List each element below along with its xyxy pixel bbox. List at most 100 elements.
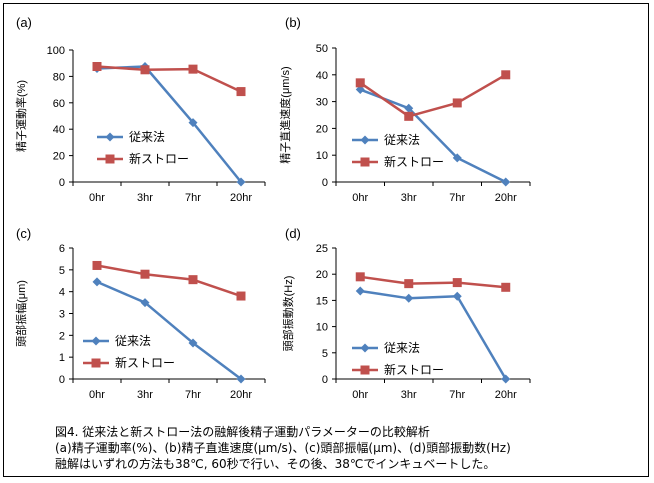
series-1-point (236, 177, 246, 187)
y-tick-label: 15 (316, 295, 328, 307)
y-tick-label: 20 (316, 123, 328, 135)
series-1-point (188, 338, 198, 348)
series-2-point (501, 282, 511, 292)
legend-marker-1 (91, 336, 101, 346)
legend-label-1: 従来法 (115, 334, 151, 348)
panel-label: (b) (285, 15, 301, 30)
caption-legend: (a)精子運動率(%)、(b)精子直進速度(μm/s)、(c)頭部振幅(μm)、… (55, 441, 511, 455)
y-axis-label: 頭部振幅(μm) (14, 280, 28, 347)
y-tick-label: 25 (316, 243, 328, 255)
series-2-point (452, 98, 462, 108)
y-tick-label: 40 (53, 124, 65, 136)
series-2-point (501, 70, 511, 80)
x-tick-label: 7hr (449, 192, 465, 204)
y-tick-label: 60 (53, 98, 65, 110)
legend-label-2: 新ストロー (129, 151, 189, 166)
y-axis-label: 精子直進速度(μm/s) (278, 66, 292, 163)
series-line-2 (96, 65, 242, 93)
y-tick-label: 100 (47, 45, 65, 57)
legend-marker-2 (360, 365, 370, 375)
series-line-1 (360, 289, 507, 380)
series-1-point (188, 118, 198, 128)
series-line-1 (96, 280, 242, 380)
legend-label-1: 従来法 (384, 341, 420, 355)
series-2-point (452, 278, 462, 288)
series-1-point (92, 277, 102, 287)
x-tick-label: 7hr (185, 389, 201, 401)
x-tick-label: 3hr (401, 389, 417, 401)
y-tick-label: 50 (316, 43, 328, 55)
series-1-point (355, 286, 365, 296)
legend-marker-2 (91, 358, 101, 368)
series-1-point (452, 291, 462, 301)
y-tick-label: 0 (322, 177, 328, 189)
panel-label: (d) (285, 226, 301, 241)
y-tick-label: 10 (316, 322, 328, 334)
legend-label-2: 新ストロー (384, 362, 444, 377)
series-2-point (355, 272, 365, 282)
x-tick-label: 3hr (401, 192, 417, 204)
figure-frame (3, 3, 649, 477)
x-tick-label: 7hr (185, 192, 201, 204)
legend-marker-1 (360, 135, 370, 145)
series-2-point (236, 87, 246, 97)
y-tick-label: 0 (322, 374, 328, 386)
legend-marker-1 (105, 132, 115, 142)
legend-label-1: 従来法 (384, 133, 420, 147)
legend-label-2: 新ストロー (384, 154, 444, 169)
figure-caption: 図4. 従来法と新ストロー法の融解後精子運動パラメーターの比較解析 (a)精子運… (55, 424, 635, 472)
series-2-point (188, 275, 198, 285)
y-tick-label: 0 (59, 374, 65, 386)
series-1-point (404, 103, 414, 113)
x-tick-label: 7hr (449, 389, 465, 401)
y-tick-label: 3 (59, 309, 65, 321)
y-tick-label: 1 (59, 352, 65, 364)
legend-label-2: 新ストロー (115, 355, 175, 370)
x-tick-label: 0hr (89, 389, 105, 401)
series-1-point (501, 177, 511, 187)
series-2-point (92, 62, 102, 71)
series-2-point (140, 269, 150, 279)
series-line-2 (96, 264, 242, 298)
y-axis-label: 精子運動率(%) (14, 80, 28, 152)
series-1-point (452, 153, 462, 163)
series-1-point (501, 374, 511, 384)
caption-method: 融解はいずれの方法も38℃, 60秒で行い、その後、38℃でインキュベートした。 (55, 457, 496, 471)
series-line-2 (359, 73, 507, 118)
series-2-point (188, 64, 198, 74)
series-2-point (236, 291, 246, 301)
y-axis-label: 頭部振動数(Hz) (281, 276, 295, 352)
x-tick-label: 20hr (230, 389, 252, 401)
x-tick-label: 0hr (352, 389, 368, 401)
series-2-point (404, 279, 414, 289)
chart-panel-a: (a) 精子運動率(%) 0 20 40 60 80 100 0hr 3hr 7hr 20hr 従来法新… (14, 15, 266, 204)
legend-marker-2 (105, 154, 115, 164)
series-2-point (140, 65, 150, 75)
chart-panel-b: (b) 精子直進速度(μm/s) 0 10 20 30 40 50 0hr 3hr 7hr 20hr 従… (278, 15, 531, 204)
chart-panel-d: (d) 頭部振動数(Hz) 0 5 10 15 20 25 0hr 3hr 7hr 20hr 従来法新ス… (281, 226, 531, 401)
y-tick-label: 10 (316, 150, 328, 162)
y-tick-label: 6 (59, 243, 65, 255)
y-tick-label: 5 (322, 348, 328, 360)
series-1-point (404, 293, 414, 303)
series-2-point (92, 260, 102, 270)
y-tick-label: 4 (59, 287, 65, 299)
panel-label: (a) (16, 15, 32, 30)
y-tick-label: 20 (316, 269, 328, 281)
y-tick-label: 2 (59, 330, 65, 342)
series-line-2 (360, 275, 506, 289)
x-tick-label: 20hr (495, 389, 517, 401)
y-tick-label: 0 (59, 177, 65, 189)
x-tick-label: 0hr (352, 192, 368, 204)
x-tick-label: 0hr (89, 192, 105, 204)
x-tick-label: 3hr (137, 389, 153, 401)
x-tick-label: 20hr (495, 192, 517, 204)
caption-title: 図4. 従来法と新ストロー法の融解後精子運動パラメーターの比較解析 (55, 425, 430, 439)
panel-label: (c) (16, 226, 31, 241)
x-tick-label: 3hr (137, 192, 153, 204)
series-1-point (140, 298, 150, 308)
y-tick-label: 80 (53, 71, 65, 83)
series-2-point (404, 111, 414, 121)
x-tick-label: 20hr (230, 192, 252, 204)
